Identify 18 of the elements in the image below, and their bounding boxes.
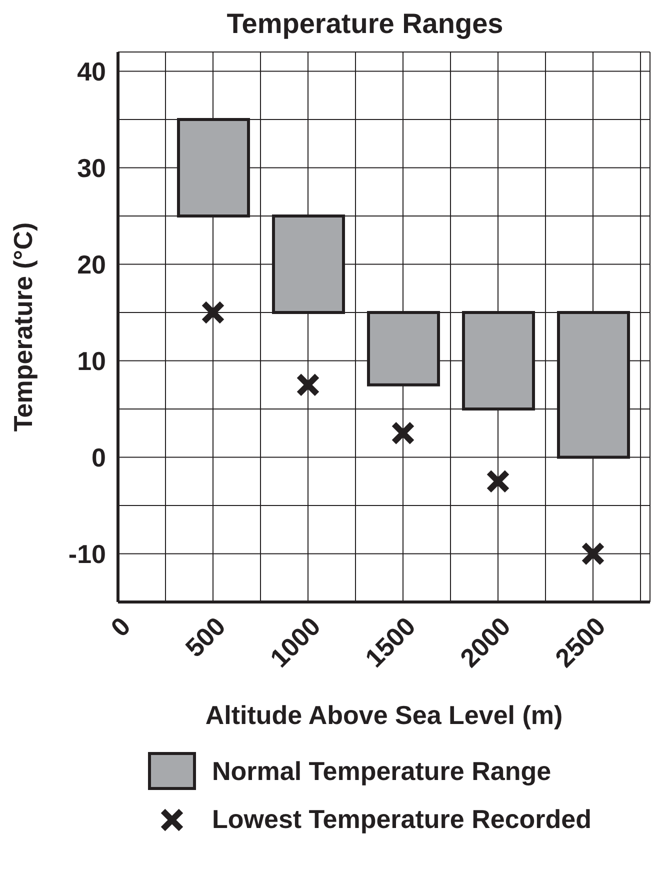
legend-label: Lowest Temperature Recorded [212, 804, 592, 835]
point [486, 469, 510, 494]
y-axis-title: Temperature (°C) [8, 222, 38, 432]
point [201, 300, 225, 325]
y-tick-label: 40 [77, 56, 106, 86]
y-tick-label: 30 [77, 152, 106, 183]
x-axis-title: Altitude Above Sea Level (m) [205, 700, 563, 730]
y-tick-label: 10 [77, 346, 106, 376]
chart-title: Temperature Ranges [226, 8, 504, 41]
y-tick-label: 20 [77, 249, 106, 280]
point [391, 421, 415, 446]
point [581, 542, 605, 566]
legend-label: Normal Temperature Range [212, 756, 552, 786]
x-tick-label: 500 [179, 611, 232, 663]
point [296, 372, 320, 397]
y-tick-label: -10 [68, 538, 106, 569]
x-tick-label: 0 [104, 611, 136, 642]
y-tick-label: 0 [92, 442, 106, 472]
